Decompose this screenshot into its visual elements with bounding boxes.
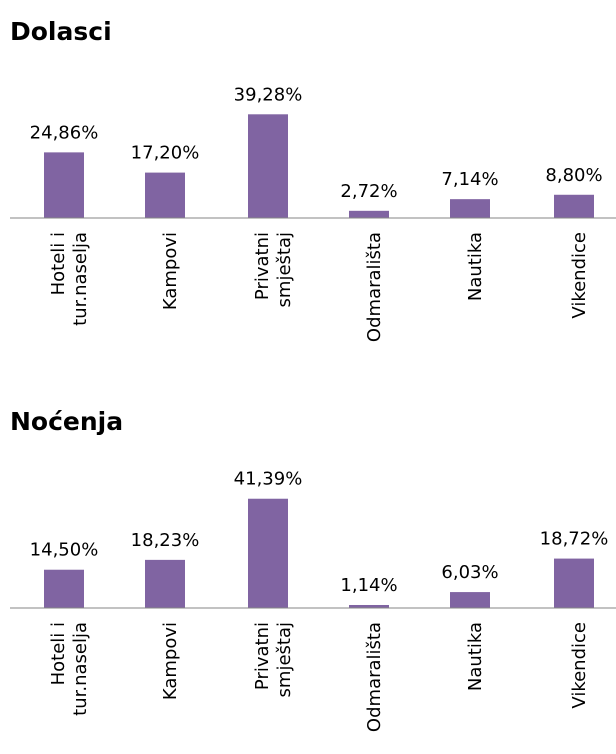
value-label: 1,14% [340, 575, 397, 596]
value-label: 2,72% [340, 181, 397, 202]
value-label: 8,80% [545, 165, 602, 186]
category-label-group: Nautika [465, 622, 486, 691]
value-label: 18,72% [540, 529, 609, 550]
bar [248, 114, 288, 218]
value-label: 24,86% [30, 122, 99, 143]
category-label: Hoteli itur.naselja [48, 232, 91, 326]
category-label-group: Vikendice [569, 622, 590, 709]
bar [554, 558, 594, 608]
bar [44, 152, 84, 218]
category-label-group: Privatnismještaj [252, 232, 295, 307]
category-label: Vikendice [569, 622, 590, 709]
value-label: 17,20% [131, 143, 200, 164]
category-label: Odmarališta [364, 622, 385, 732]
category-label: Nautika [465, 232, 486, 301]
bar [554, 194, 594, 218]
value-label: 39,28% [234, 84, 303, 105]
category-label-group: Privatnismještaj [252, 622, 295, 697]
bar [349, 604, 389, 608]
value-label: 41,39% [234, 469, 303, 490]
category-label: Nautika [465, 622, 486, 691]
category-label: Kampovi [160, 232, 181, 310]
bar [450, 592, 490, 608]
category-label: Odmarališta [364, 232, 385, 342]
bar [248, 498, 288, 608]
bar [44, 569, 84, 608]
value-label: 14,50% [30, 540, 99, 561]
category-label: Privatnismještaj [252, 232, 295, 307]
value-label: 7,14% [441, 169, 498, 190]
chart-title: Dolasci [10, 17, 112, 46]
bar [145, 559, 185, 608]
category-label-group: Hoteli itur.naselja [48, 232, 91, 326]
category-label-group: Odmarališta [364, 622, 385, 732]
bar [349, 210, 389, 218]
category-label-group: Nautika [465, 232, 486, 301]
category-label-group: Kampovi [160, 232, 181, 310]
bar [145, 172, 185, 218]
category-label: Hoteli itur.naselja [48, 622, 91, 716]
category-label-group: Hoteli itur.naselja [48, 622, 91, 716]
category-label-group: Odmarališta [364, 232, 385, 342]
category-label-group: Kampovi [160, 622, 181, 700]
category-label: Vikendice [569, 232, 590, 319]
category-label: Privatnismještaj [252, 622, 295, 697]
category-label: Kampovi [160, 622, 181, 700]
value-label: 6,03% [441, 562, 498, 583]
bar [450, 199, 490, 218]
value-label: 18,23% [131, 530, 200, 551]
category-label-group: Vikendice [569, 232, 590, 319]
chart-title: Noćenja [10, 407, 123, 436]
